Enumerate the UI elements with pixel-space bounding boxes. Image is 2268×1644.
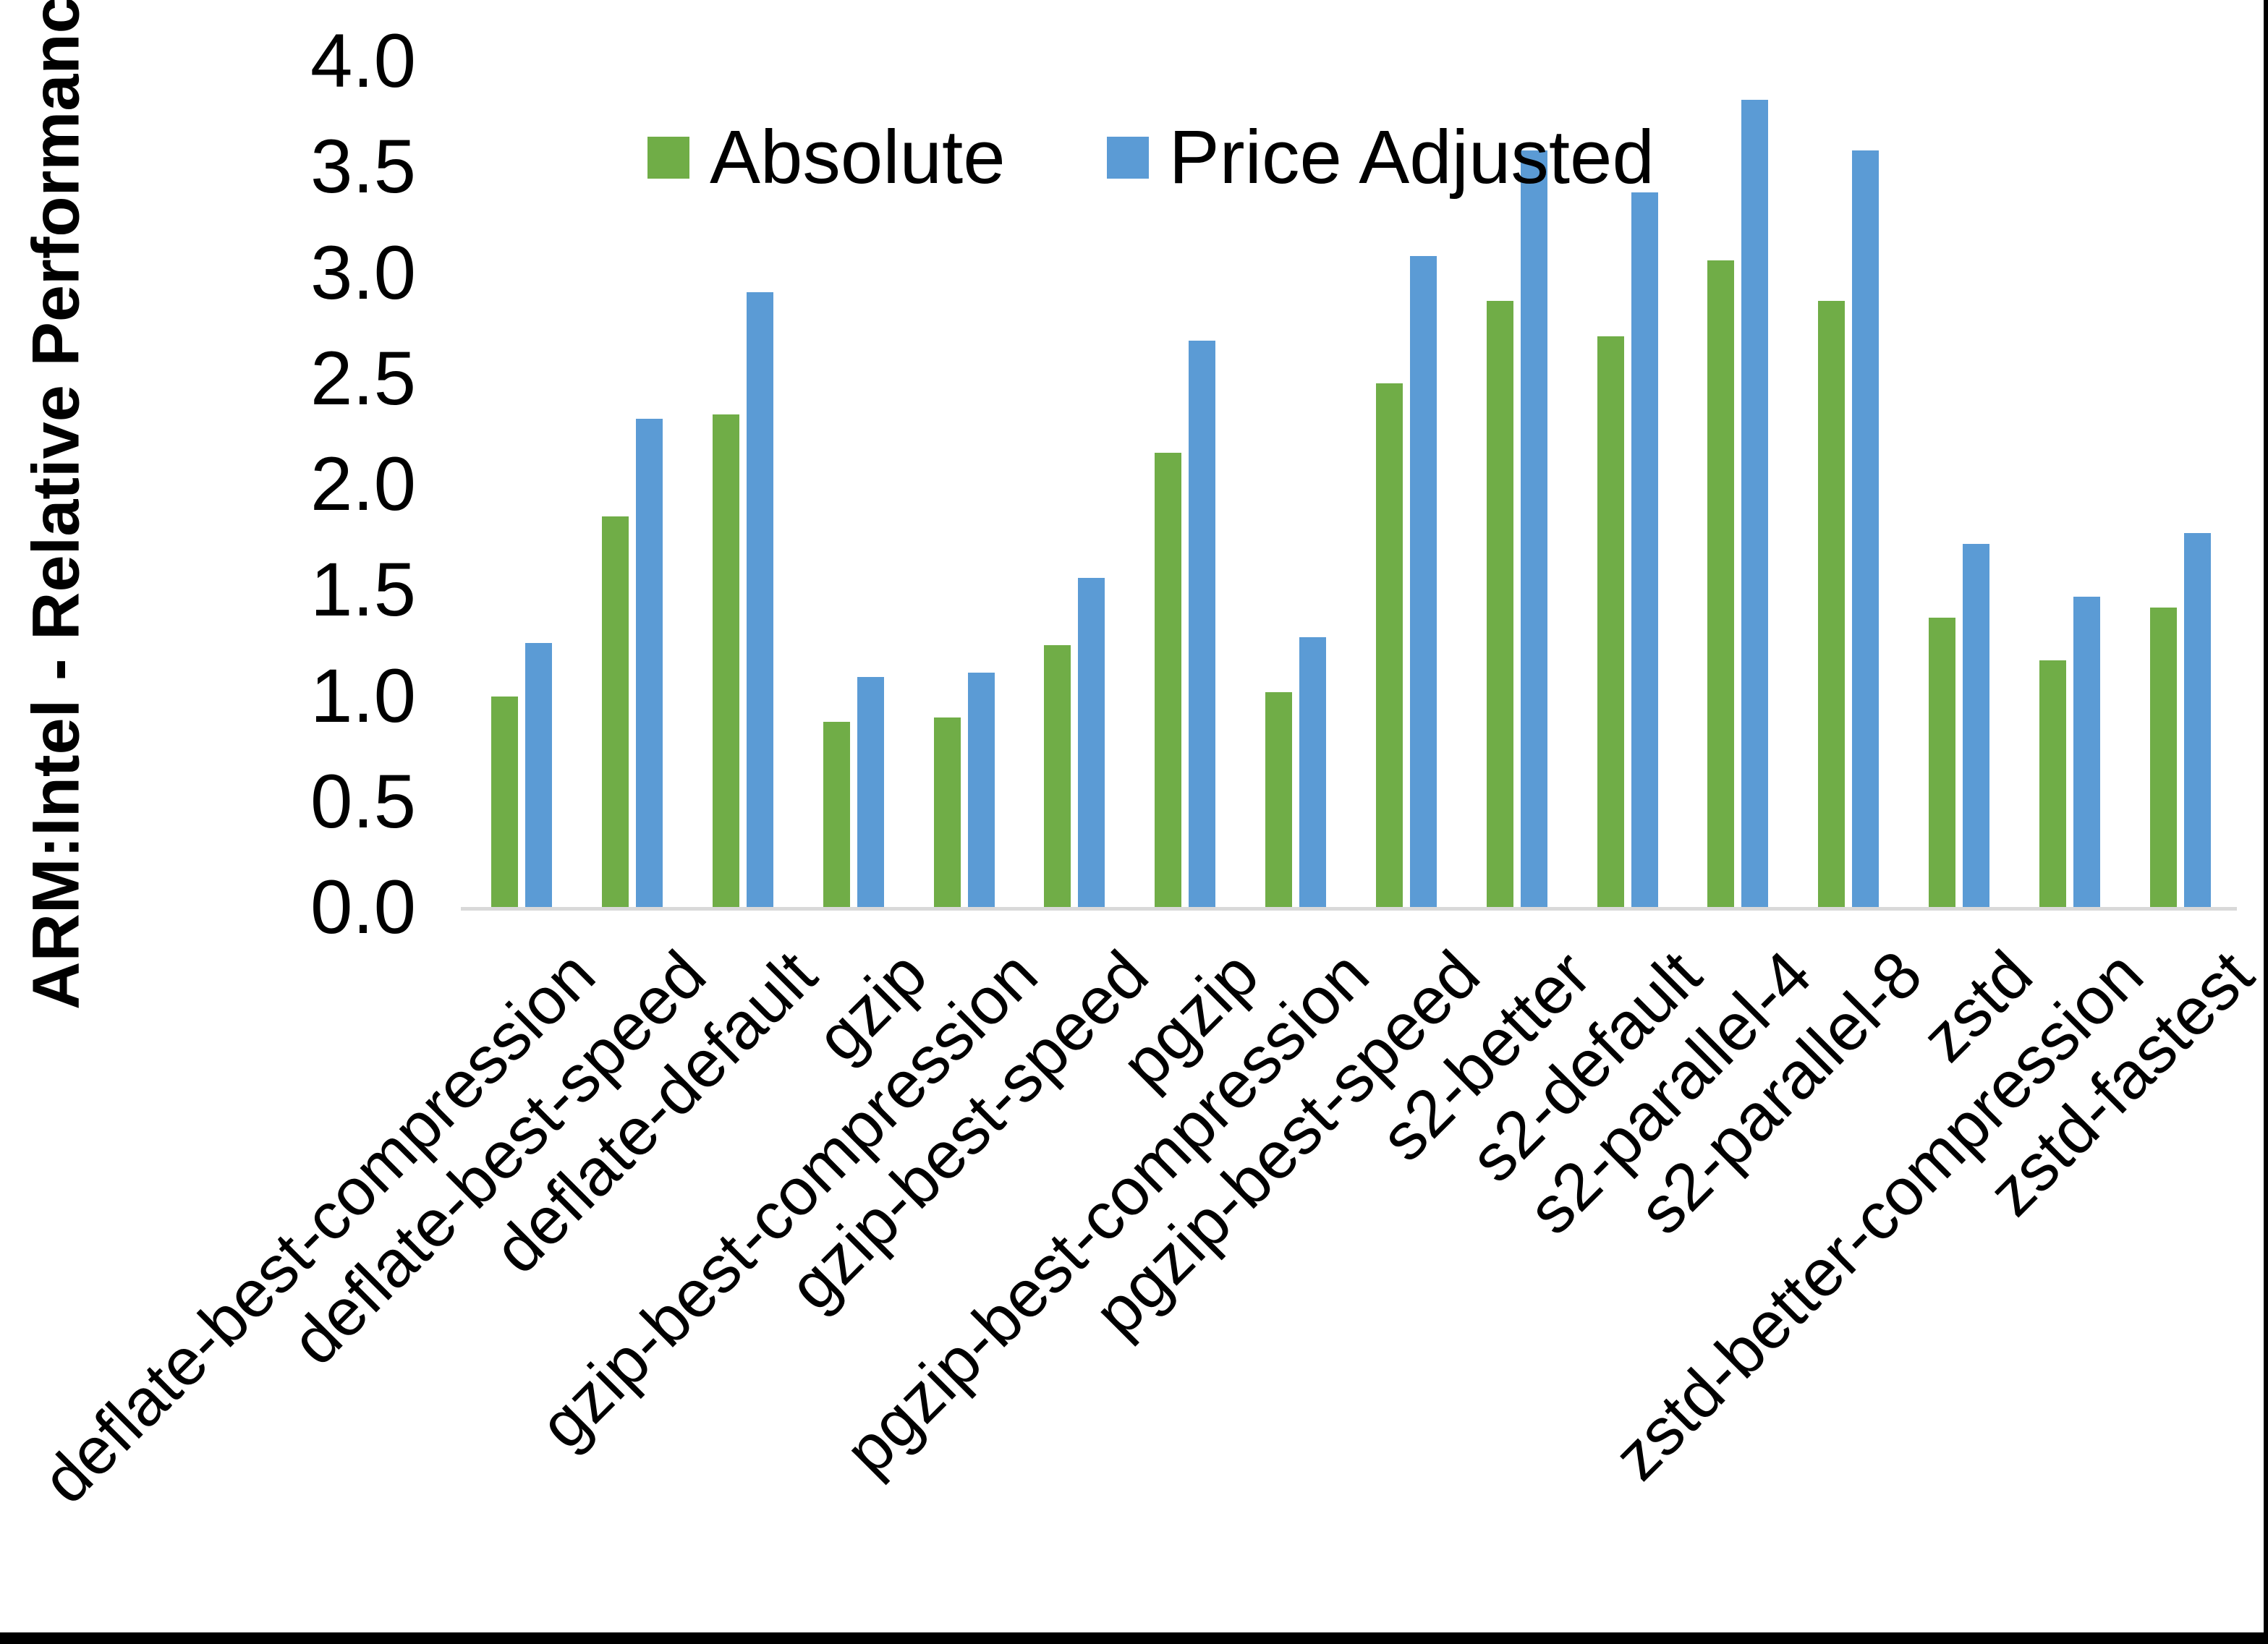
bar-absolute-zstd-fastest bbox=[2149, 607, 2177, 908]
bar-absolute-pgzip-best-speed bbox=[1375, 383, 1403, 908]
bar-price-adjusted-pgzip-best-speed bbox=[1409, 256, 1437, 908]
bar-price-adjusted-s2-default bbox=[1631, 192, 1658, 908]
bar-group-s2-parallel-8 bbox=[1793, 61, 1904, 908]
bar-absolute-pgzip-best-compression bbox=[1265, 691, 1293, 908]
bar-absolute-s2-better bbox=[1486, 300, 1513, 908]
bar-group-pgzip bbox=[1130, 61, 1241, 908]
bar-price-adjusted-pgzip-best-compression bbox=[1299, 636, 1327, 908]
y-tick-label: 1.5 bbox=[310, 548, 416, 633]
y-axis-ticks: 4.0 3.5 3.0 2.5 2.0 1.5 1.0 0.5 0.0 bbox=[0, 22, 416, 947]
slide-right-border bbox=[2264, 0, 2268, 1644]
bar-group-s2-better bbox=[1461, 61, 1572, 908]
bar-group-pgzip-best-speed bbox=[1351, 61, 1462, 908]
y-tick-label: 2.0 bbox=[310, 442, 416, 527]
bar-price-adjusted-deflate-best-speed bbox=[636, 419, 663, 908]
y-tick-label: 2.5 bbox=[310, 336, 416, 421]
bar-price-adjusted-zstd-fastest bbox=[2183, 533, 2211, 908]
x-axis-labels: deflate-best-compression deflate-best-spe… bbox=[29, 937, 2268, 1624]
y-tick-label: 1.0 bbox=[310, 653, 416, 738]
bar-group-s2-default bbox=[1572, 61, 1683, 908]
bar-group-zstd-fastest bbox=[2125, 61, 2235, 908]
legend-item-price-adjusted: Price Adjusted bbox=[1106, 114, 1655, 201]
bar-absolute-zstd-better-compression bbox=[2039, 660, 2066, 908]
bar-price-adjusted-deflate-best-compression bbox=[525, 643, 553, 908]
bar-price-adjusted-s2-parallel-4 bbox=[1741, 99, 1769, 908]
bar-price-adjusted-s2-better bbox=[1520, 150, 1547, 908]
bar-absolute-pgzip bbox=[1155, 453, 1182, 908]
bar-group-pgzip-best-compression bbox=[1241, 61, 1351, 908]
bar-group-deflate-best-speed bbox=[577, 61, 688, 908]
y-tick-label: 3.0 bbox=[310, 230, 416, 315]
x-axis-line bbox=[461, 907, 2237, 911]
legend-absolute-swatch-icon bbox=[647, 137, 689, 179]
bar-absolute-gzip bbox=[823, 721, 850, 908]
bar-absolute-deflate-default bbox=[713, 414, 740, 908]
y-tick-label: 0.0 bbox=[310, 865, 416, 950]
slide-bottom-border bbox=[0, 1632, 2268, 1644]
bar-group-zstd-better-compression bbox=[2014, 61, 2125, 908]
bar-price-adjusted-gzip-best-speed bbox=[1078, 577, 1105, 908]
bar-group-gzip-best-compression bbox=[909, 61, 1019, 908]
y-tick-label: 0.5 bbox=[310, 759, 416, 844]
y-tick-label: 4.0 bbox=[310, 19, 416, 103]
bar-group-s2-parallel-4 bbox=[1683, 61, 1793, 908]
bar-price-adjusted-gzip bbox=[857, 677, 884, 908]
bar-group-gzip bbox=[798, 61, 909, 908]
legend-item-absolute: Absolute bbox=[647, 114, 1006, 201]
bar-absolute-s2-default bbox=[1597, 336, 1624, 908]
bar-price-adjusted-deflate-default bbox=[747, 291, 774, 908]
plot-area bbox=[461, 61, 2237, 911]
bar-absolute-s2-parallel-8 bbox=[1818, 300, 1846, 908]
bar-absolute-gzip-best-speed bbox=[1044, 645, 1071, 908]
bar-price-adjusted-zstd-better-compression bbox=[2073, 597, 2100, 908]
legend-absolute-label: Absolute bbox=[710, 115, 1006, 200]
bar-absolute-gzip-best-compression bbox=[933, 717, 961, 908]
bar-absolute-deflate-best-compression bbox=[491, 696, 519, 908]
bar-price-adjusted-zstd bbox=[1962, 543, 1989, 908]
legend-price-adjusted-swatch-icon bbox=[1106, 137, 1149, 179]
bars-row bbox=[467, 61, 2235, 908]
bar-price-adjusted-gzip-best-compression bbox=[967, 673, 995, 908]
bar-group-zstd bbox=[1904, 61, 2015, 908]
bar-group-gzip-best-speed bbox=[1019, 61, 1130, 908]
bar-price-adjusted-pgzip bbox=[1189, 341, 1216, 908]
y-tick-label: 3.5 bbox=[310, 124, 416, 210]
bar-absolute-zstd bbox=[1928, 618, 1955, 908]
bar-absolute-s2-parallel-4 bbox=[1707, 260, 1735, 908]
legend-price-adjusted-label: Price Adjusted bbox=[1168, 115, 1655, 200]
legend: Absolute Price Adjusted bbox=[647, 114, 1655, 201]
bar-price-adjusted-s2-parallel-8 bbox=[1852, 150, 1880, 908]
bar-group-deflate-best-compression bbox=[467, 61, 577, 908]
bar-group-deflate-default bbox=[688, 61, 799, 908]
bar-absolute-deflate-best-speed bbox=[602, 516, 629, 908]
